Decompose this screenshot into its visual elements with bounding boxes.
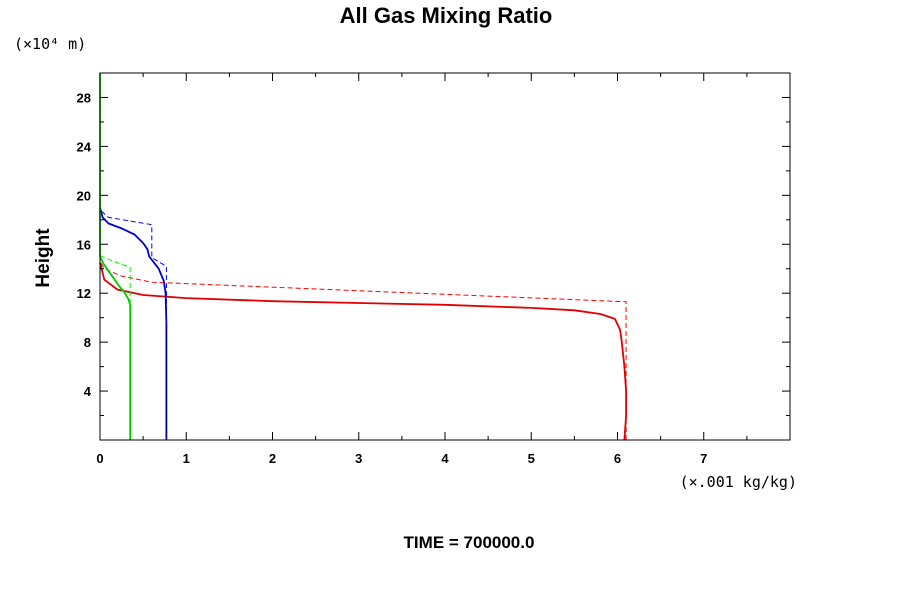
time-label: TIME = 700000.0 xyxy=(404,533,535,552)
series-line-7 xyxy=(99,256,132,440)
series-line-1 xyxy=(99,261,627,440)
y-tick-label: 12 xyxy=(77,286,91,301)
x-tick-label: 2 xyxy=(269,451,276,466)
y-tick-label: 24 xyxy=(77,139,92,154)
x-tick-label: 4 xyxy=(441,451,449,466)
series-line-2 xyxy=(99,262,627,441)
series-line-3 xyxy=(99,209,167,440)
x-tick-label: 0 xyxy=(96,451,103,466)
y-tick-label: 16 xyxy=(77,237,91,252)
y-tick-label: 4 xyxy=(84,384,92,399)
x-tick-label: 6 xyxy=(614,451,621,466)
y-tick-label: 8 xyxy=(84,335,91,350)
x-tick-label: 1 xyxy=(183,451,190,466)
axis-ticks xyxy=(99,73,791,440)
y-unit-label: (×10⁴ m) xyxy=(14,35,86,53)
series-line-6 xyxy=(99,254,131,440)
series-line-4 xyxy=(99,207,168,324)
chart-title: All Gas Mixing Ratio xyxy=(340,3,553,28)
y-axis-label: Height xyxy=(33,228,54,288)
y-tick-label: 20 xyxy=(77,188,91,203)
plot-series xyxy=(99,73,627,441)
x-tick-label: 7 xyxy=(700,451,707,466)
y-tick-label: 28 xyxy=(77,90,91,105)
x-tick-label: 5 xyxy=(528,451,535,466)
x-tick-label: 3 xyxy=(355,451,362,466)
plot-frame xyxy=(99,72,791,441)
x-unit-label: (×.001 kg/kg) xyxy=(680,473,797,491)
